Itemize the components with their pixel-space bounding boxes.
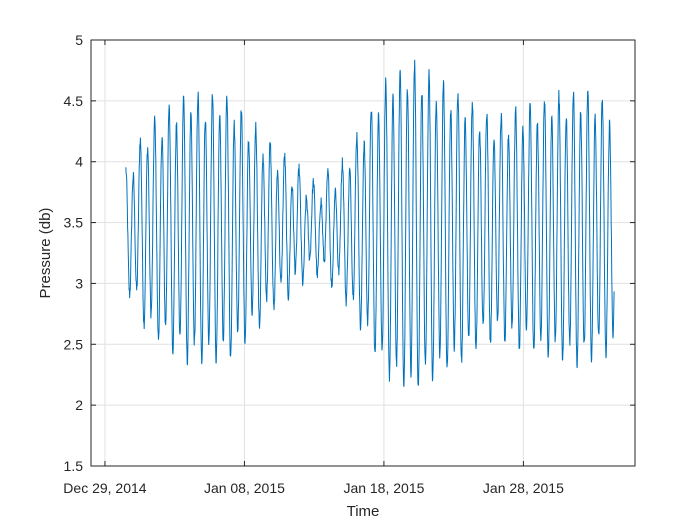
y-tick-label: 3.5 [64, 215, 84, 231]
y-tick-label: 2.5 [64, 336, 84, 352]
x-tick-label: Jan 28, 2015 [483, 480, 564, 496]
y-axis-title: Pressure (db) [37, 208, 54, 299]
x-tick-label: Dec 29, 2014 [63, 480, 146, 496]
pressure-series-line [125, 59, 615, 387]
x-tick-label: Jan 08, 2015 [204, 480, 285, 496]
y-tick-label: 1.5 [64, 458, 84, 474]
y-tick-label: 5 [75, 32, 83, 48]
y-tick-label: 3 [75, 275, 83, 291]
plot-area [125, 59, 615, 387]
y-tick-label: 4.5 [64, 93, 84, 109]
axes-box [90, 39, 636, 467]
x-axis-title: Time [347, 503, 380, 520]
axis-ticks: Dec 29, 2014 Jan 08, 2015 Jan 18, 2015 Jan … [63, 32, 635, 496]
y-tick-label: 4 [75, 154, 83, 170]
x-tick-label: Jan 18, 2015 [343, 480, 424, 496]
y-tick-label: 2 [75, 397, 83, 413]
